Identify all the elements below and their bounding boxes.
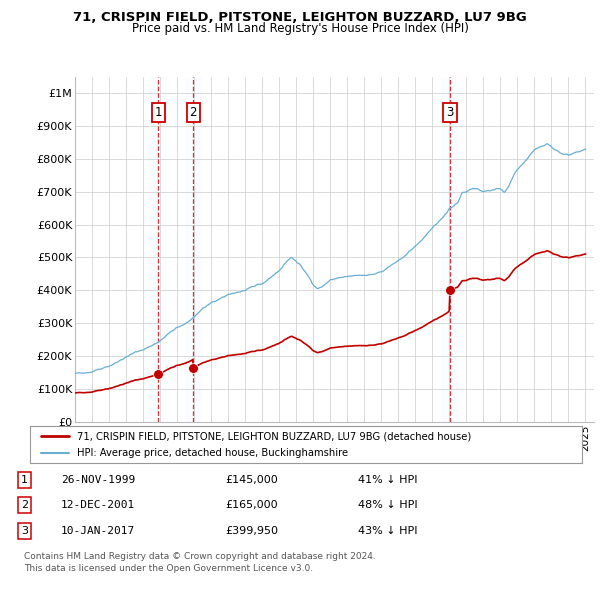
Text: 3: 3: [446, 106, 454, 119]
Text: HPI: Average price, detached house, Buckinghamshire: HPI: Average price, detached house, Buck…: [77, 448, 348, 458]
Text: Price paid vs. HM Land Registry's House Price Index (HPI): Price paid vs. HM Land Registry's House …: [131, 22, 469, 35]
Text: 2: 2: [21, 500, 28, 510]
Text: 1: 1: [21, 475, 28, 485]
Text: 71, CRISPIN FIELD, PITSTONE, LEIGHTON BUZZARD, LU7 9BG (detached house): 71, CRISPIN FIELD, PITSTONE, LEIGHTON BU…: [77, 431, 471, 441]
Bar: [150, 77, 167, 422]
Text: 2: 2: [190, 106, 197, 119]
Text: 12-DEC-2001: 12-DEC-2001: [61, 500, 135, 510]
Text: £165,000: £165,000: [225, 500, 278, 510]
Text: 3: 3: [21, 526, 28, 536]
Text: £399,950: £399,950: [225, 526, 278, 536]
Text: 48% ↓ HPI: 48% ↓ HPI: [358, 500, 417, 510]
Text: 43% ↓ HPI: 43% ↓ HPI: [358, 526, 417, 536]
Bar: [442, 77, 458, 422]
Text: This data is licensed under the Open Government Licence v3.0.: This data is licensed under the Open Gov…: [24, 564, 313, 573]
Text: 41% ↓ HPI: 41% ↓ HPI: [358, 475, 417, 485]
Text: 1: 1: [155, 106, 162, 119]
Text: Contains HM Land Registry data © Crown copyright and database right 2024.: Contains HM Land Registry data © Crown c…: [24, 552, 376, 561]
Text: 71, CRISPIN FIELD, PITSTONE, LEIGHTON BUZZARD, LU7 9BG: 71, CRISPIN FIELD, PITSTONE, LEIGHTON BU…: [73, 11, 527, 24]
Text: £145,000: £145,000: [225, 475, 278, 485]
Text: 10-JAN-2017: 10-JAN-2017: [61, 526, 135, 536]
Bar: [185, 77, 202, 422]
Text: 26-NOV-1999: 26-NOV-1999: [61, 475, 135, 485]
